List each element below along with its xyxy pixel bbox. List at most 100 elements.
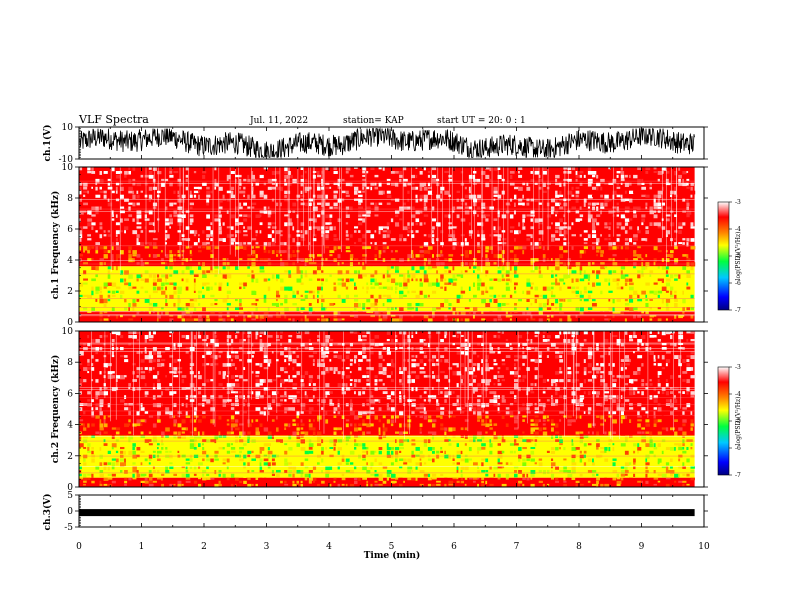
spectrogram-cell [596,222,600,226]
spectrogram-cell [152,311,155,314]
spectrogram-cell [415,210,420,215]
spectrogram-cell [288,375,290,379]
spectrogram-cell [83,423,85,428]
spectrogram-cell [136,242,141,246]
spectrogram-cell [362,190,365,193]
spectrogram-cell [95,174,99,178]
spectrogram-cell [337,318,342,321]
spectrogram-cell [271,470,274,474]
spectrogram-cell [686,178,690,181]
spectrogram-cell [128,274,133,279]
spectrogram-cell [288,347,291,351]
spectrogram-cell [571,246,574,250]
spectrogram-cell [95,266,99,271]
spectrogram-cell [366,462,368,466]
spectrogram-cell [280,343,283,346]
spectrogram-cell [477,286,480,291]
spectrogram-cell [321,258,325,261]
spectrogram-cell [493,226,496,231]
spectrogram-cell [321,371,326,375]
spectrogram-cell [587,194,593,199]
spectrogram-cell [230,318,234,322]
spectrogram-cell [136,278,139,282]
spectrogram-cell [587,311,591,315]
y-tick-label: 10 [62,163,74,173]
spectrogram-cell [386,238,391,242]
spectrogram-band [79,266,695,312]
spectrogram-cell [423,258,427,262]
spectrogram-cell [317,363,322,367]
spectrogram-cell [124,307,128,311]
spectrogram-cell [362,339,367,342]
spectrogram-cell [243,194,245,198]
spectrogram-cell [571,443,574,446]
spectrogram-cell [263,379,266,383]
spectrogram-cell [132,450,136,455]
spectrogram-cell [571,270,577,274]
spectrogram-cell [111,210,114,215]
spectrogram-cell [620,178,625,182]
spectrogram-cell [571,278,574,283]
spectrogram-cell [177,415,181,418]
spectrogram-cell [432,443,437,446]
spectrogram-cell [538,274,543,278]
spectrogram-cell [128,419,131,423]
spectrogram-cell [173,466,179,470]
spectrogram-cell [276,250,281,254]
spectrogram-cell [128,335,133,339]
spectrogram-cell [645,254,648,258]
spectrogram-cell [333,202,338,206]
spectrogram-cell [629,307,634,312]
spectrogram-cell [440,303,444,308]
spectrogram-cell [362,242,367,245]
spectrogram-cell [271,395,277,399]
spectrogram-cell [333,282,336,285]
spectrogram-cell [144,335,149,339]
spectrogram-cell [292,399,296,403]
spectrogram-band [79,167,696,247]
spectrogram-cell [345,355,350,359]
spectrogram-cell [629,238,632,243]
spectrogram-cell [604,431,607,435]
spectrogram-cell [189,447,195,449]
spectrogram-cell [390,423,394,427]
spectrogram-cell [157,286,161,291]
spectrogram-cell [308,311,312,314]
spectrogram-cell [690,443,693,446]
spectrogram-cell [546,266,549,270]
spectrogram-cell [218,395,223,399]
spectrogram-cell [592,246,595,250]
spectrogram-cell [645,462,650,466]
spectrogram-cell [111,307,115,312]
spectrogram-cell [378,230,381,235]
spectrogram-cell [649,222,653,226]
spectrogram-cell [423,270,427,275]
spectrogram-cell [317,266,321,271]
spectrogram-cell [111,355,115,358]
spectrogram-cell [563,182,566,187]
spectrogram-cell [288,363,290,366]
spectrogram-cell [641,238,646,241]
spectrogram-cell [538,178,543,182]
spectrogram-cell [526,473,529,478]
spectrogram-cell [165,411,170,415]
spectrogram-cell [509,230,513,233]
spectrogram-cell [247,395,250,399]
spectrogram-cell [362,258,366,261]
spectrogram-cell [362,454,366,458]
spectrogram-cell [411,174,415,179]
spectrogram-cell [148,359,153,363]
spectrogram-cell [366,371,369,375]
spectrogram-cell [87,335,90,339]
spectrogram-cell [526,278,531,283]
spectrogram-cell [218,351,223,354]
spectrogram-cell [559,470,564,472]
spectrogram-cell [271,226,277,229]
spectrogram-cell [206,367,210,370]
spectrogram-cell [419,431,422,434]
spectrogram-cell [374,214,379,217]
spectrogram-cell [530,419,534,422]
spectrogram-cell [567,266,572,270]
spectrogram-cell [579,206,582,210]
spectrogram-cell [419,454,425,459]
